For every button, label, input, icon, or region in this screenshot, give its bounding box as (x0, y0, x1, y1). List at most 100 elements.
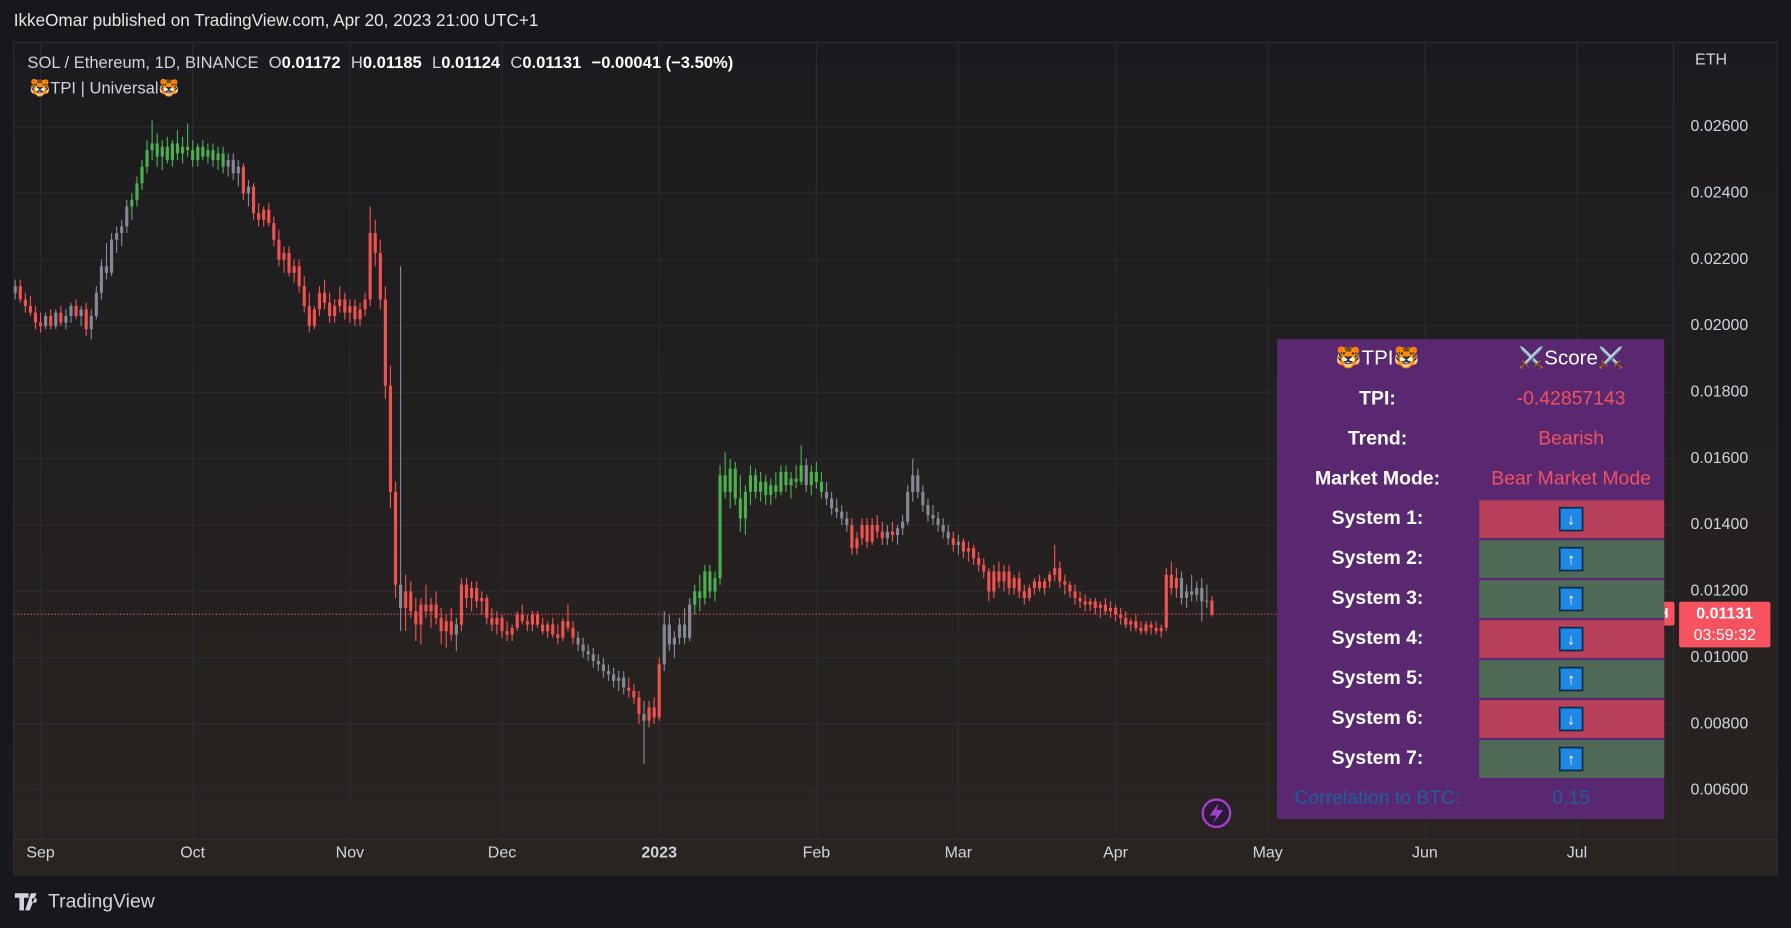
candle-body (388, 385, 393, 492)
candle-body (586, 651, 590, 655)
candle-body (79, 309, 83, 316)
candle-body (1053, 568, 1057, 575)
candle-body (769, 485, 773, 496)
candle-body (69, 306, 73, 316)
candle-body (343, 299, 347, 313)
system-label: System 6: (1332, 707, 1424, 729)
candle-body (540, 624, 545, 632)
candle-body (926, 505, 930, 516)
y-tick-label: 0.01400 (1690, 516, 1748, 533)
row-label: TPI: (1359, 387, 1396, 409)
row-label: Trend: (1348, 427, 1407, 449)
candle-body (591, 654, 595, 662)
candle-body (824, 491, 829, 499)
candle-body (1179, 578, 1184, 598)
symbol: SOL / Ethereum, 1D, BINANCE (27, 53, 258, 72)
candle-body (399, 584, 403, 608)
candle-body (860, 525, 864, 539)
candle-body (1119, 614, 1123, 618)
signal-box (1558, 546, 1584, 572)
candle-body (601, 664, 605, 671)
candle-body (1048, 574, 1052, 582)
candle-body (231, 160, 235, 174)
candle-body (33, 312, 38, 323)
candle-body (885, 531, 889, 539)
system-label: System 1: (1332, 507, 1424, 529)
row-value: Bear Market Mode (1491, 467, 1651, 489)
y-tick-label: 0.01000 (1690, 649, 1748, 666)
x-tick-label: May (1253, 844, 1283, 861)
x-tick-label: Jul (1567, 844, 1587, 861)
candle-body (1068, 584, 1072, 592)
candle-body (895, 528, 900, 535)
candle-body (49, 315, 53, 326)
candle-body (581, 644, 585, 652)
brand[interactable]: TradingView (14, 890, 156, 912)
candle-body (693, 591, 697, 605)
candle-body (870, 525, 874, 542)
candle-body (429, 604, 433, 612)
candle-body (1108, 607, 1113, 612)
x-tick-label: Oct (180, 844, 205, 861)
candle-body (682, 624, 687, 638)
close-value: 0.01131 (522, 53, 581, 72)
row-label: Market Mode: (1315, 467, 1440, 489)
candle-body (520, 614, 524, 622)
brand-logo (14, 893, 37, 911)
y-tick-label: 0.02200 (1690, 251, 1748, 268)
candle-body (566, 621, 570, 628)
candle-body (464, 584, 469, 598)
high-value: 0.01185 (363, 53, 422, 72)
signal-arrow: ↓ (1567, 631, 1575, 648)
candle-body (246, 186, 251, 194)
candle-body (677, 624, 682, 638)
candle-body (1190, 591, 1194, 595)
candle-body (784, 471, 788, 486)
candle-body (175, 143, 180, 154)
candle-body (708, 571, 712, 592)
table-background (1277, 339, 1665, 819)
candle-body (1144, 624, 1148, 632)
candle-body (561, 621, 565, 638)
candle-body (966, 548, 971, 552)
table-header: ⚔️Score⚔️ (1519, 346, 1624, 370)
candle-body (1058, 568, 1062, 582)
open-value: 0.01172 (282, 53, 341, 72)
candle-body (1083, 601, 1087, 605)
candle-body (596, 661, 600, 665)
alert-icon[interactable] (1201, 798, 1232, 829)
candle-body (1032, 581, 1037, 589)
candle-body (779, 471, 783, 492)
signal-arrow: ↓ (1567, 711, 1575, 728)
candle-body (221, 153, 225, 167)
candle-body (358, 309, 362, 320)
price-tag-value: 0.01131 (1696, 605, 1753, 622)
candle-body (911, 475, 915, 492)
candles (13, 120, 1674, 764)
candle-body (1043, 581, 1047, 589)
candle-body (662, 624, 666, 665)
x-tick-label: 2023 (641, 844, 677, 861)
candle-body (135, 183, 139, 200)
low-value: 0.01124 (441, 53, 501, 72)
brand-name: TradingView (48, 890, 156, 912)
candle-body (880, 531, 884, 539)
candle-body (1154, 627, 1158, 632)
candle-body (1129, 621, 1133, 625)
candle-body (495, 617, 499, 625)
candle-body (272, 223, 276, 240)
candle-body (267, 209, 271, 224)
candle-body (535, 614, 540, 625)
candle-body (363, 299, 367, 310)
candle-body (297, 266, 301, 287)
candle-body (368, 233, 372, 300)
candle-body (59, 312, 63, 323)
candle-body (1002, 571, 1006, 582)
candle-body (180, 146, 185, 154)
candle-body (191, 150, 195, 161)
candle-body (490, 617, 494, 625)
candle-body (916, 475, 920, 492)
candle-body (1169, 574, 1173, 589)
